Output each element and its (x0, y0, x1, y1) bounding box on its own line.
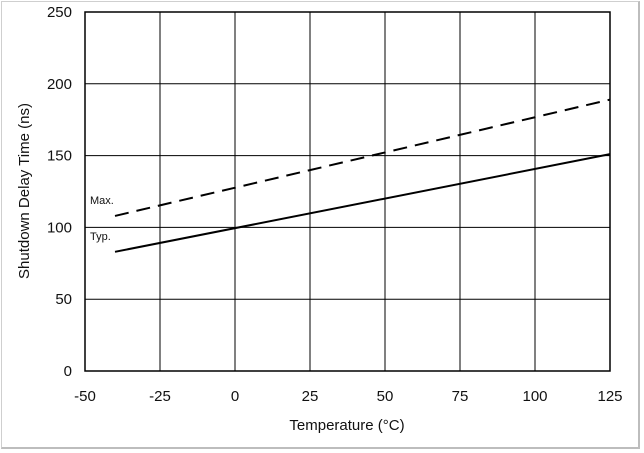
x-tick-label: 25 (302, 388, 319, 405)
y-tick-label: 50 (55, 291, 72, 308)
series-layer: Max. Typ. (90, 98, 611, 253)
x-tick-label: -50 (74, 388, 96, 405)
x-tick-label: 100 (522, 388, 547, 405)
x-tick-label: 75 (452, 388, 469, 405)
x-tick-label: 50 (377, 388, 394, 405)
plot-border (84, 11, 611, 372)
y-tick-labels: 0 50 100 150 200 250 (47, 4, 72, 380)
series-line-max (114, 98, 611, 217)
x-tick-labels: -50 -25 0 25 50 75 100 125 (74, 388, 622, 405)
y-tick-label: 250 (47, 4, 72, 21)
series-label: Typ. (90, 231, 111, 243)
y-tick-label: 100 (47, 219, 72, 236)
x-tick-label: -25 (149, 388, 171, 405)
y-axis-title: Shutdown Delay Time (ns) (16, 103, 33, 279)
y-tick-label: 0 (64, 363, 72, 380)
x-tick-label: 125 (597, 388, 622, 405)
y-tick-label: 200 (47, 76, 72, 93)
y-tick-label: 150 (47, 148, 72, 165)
x-tick-label: 0 (231, 388, 239, 405)
series-label: Max. (90, 195, 114, 207)
x-axis-title: Temperature (°C) (289, 417, 404, 434)
grid-lines (85, 12, 610, 371)
series-line-typ (114, 153, 611, 253)
